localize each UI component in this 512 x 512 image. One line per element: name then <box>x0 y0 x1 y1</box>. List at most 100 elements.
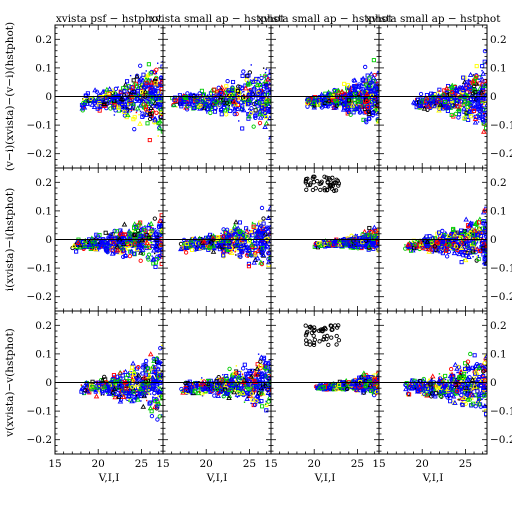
data-point <box>188 244 193 249</box>
data-point <box>354 107 360 112</box>
data-point <box>243 95 245 97</box>
data-point <box>453 85 459 91</box>
data-point <box>140 102 146 107</box>
data-point <box>143 87 145 89</box>
data-point <box>258 246 261 248</box>
data-point <box>482 96 484 99</box>
data-point <box>185 103 190 109</box>
data-point <box>240 73 245 78</box>
data-point <box>139 105 141 107</box>
data-point <box>373 229 378 234</box>
data-point <box>149 89 155 95</box>
data-point <box>233 219 239 225</box>
data-point <box>477 227 479 229</box>
data-point <box>467 107 470 109</box>
data-point <box>160 68 162 71</box>
data-points <box>79 60 163 143</box>
data-point <box>448 235 450 238</box>
data-point <box>360 246 363 248</box>
data-point <box>81 104 88 110</box>
data-point <box>263 111 268 116</box>
data-point <box>485 99 487 101</box>
data-point <box>249 106 254 111</box>
outlier-point <box>325 180 330 185</box>
data-point <box>134 96 139 102</box>
data-point <box>90 238 95 243</box>
data-point <box>470 91 476 96</box>
data-point <box>324 91 331 97</box>
data-point <box>108 100 111 103</box>
data-point <box>100 246 103 249</box>
data-point <box>368 241 370 243</box>
data-points <box>410 48 487 134</box>
data-point <box>153 88 158 94</box>
data-point <box>123 236 125 238</box>
data-point <box>336 94 338 97</box>
data-point <box>107 100 110 102</box>
data-point <box>242 251 245 253</box>
data-point <box>140 86 143 88</box>
data-point <box>418 91 424 97</box>
data-point <box>156 107 159 110</box>
data-point <box>458 99 463 104</box>
data-point <box>418 240 421 243</box>
data-point <box>232 249 235 252</box>
data-point <box>333 98 339 104</box>
data-point <box>425 99 427 101</box>
data-point <box>480 75 482 77</box>
data-point <box>478 101 481 103</box>
data-point <box>478 248 483 254</box>
data-point <box>257 83 263 88</box>
data-point <box>82 237 89 243</box>
data-point <box>88 245 90 247</box>
data-point <box>461 228 468 234</box>
data-point <box>360 93 362 95</box>
data-point <box>374 247 376 249</box>
data-point <box>137 120 143 126</box>
data-point <box>157 414 162 419</box>
data-point <box>236 93 239 95</box>
data-point <box>221 254 226 259</box>
data-point <box>355 83 357 85</box>
data-point <box>236 84 241 89</box>
data-point <box>225 247 231 253</box>
data-point <box>240 126 245 131</box>
data-point <box>258 91 264 96</box>
data-point <box>445 235 447 237</box>
data-point <box>430 247 435 253</box>
data-point <box>178 95 184 101</box>
data-point <box>146 99 148 101</box>
data-point <box>133 109 135 111</box>
data-point <box>154 89 157 91</box>
data-point <box>437 244 439 247</box>
data-point <box>479 242 482 244</box>
data-point <box>225 95 232 101</box>
data-point <box>234 239 241 245</box>
data-point <box>467 84 473 90</box>
data-point <box>472 74 475 76</box>
data-point <box>343 98 346 100</box>
data-point <box>100 88 106 94</box>
data-point <box>482 59 487 64</box>
data-point <box>102 238 108 244</box>
outlier-point <box>336 183 341 188</box>
data-point <box>355 106 357 108</box>
data-point <box>255 107 258 109</box>
data-point <box>158 118 161 120</box>
data-point <box>377 96 379 98</box>
data-point <box>466 245 473 250</box>
data-point <box>152 244 154 247</box>
data-point <box>317 95 322 100</box>
data-point <box>451 103 458 109</box>
data-point <box>359 92 362 94</box>
data-point <box>267 123 269 126</box>
data-point <box>126 236 133 242</box>
data-point <box>124 240 130 245</box>
data-point <box>156 251 158 254</box>
data-point <box>348 243 353 248</box>
data-point <box>188 237 194 243</box>
data-point <box>425 240 427 243</box>
data-point <box>363 78 368 83</box>
data-point <box>408 248 414 253</box>
data-point <box>152 78 158 83</box>
